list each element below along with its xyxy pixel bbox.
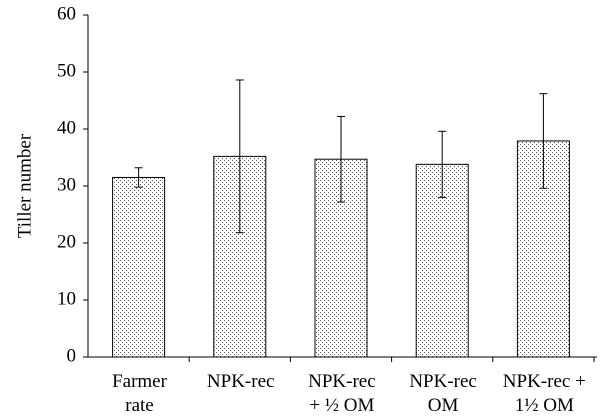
y-tick-label: 0 xyxy=(67,345,77,366)
x-tick-label: NPK-rec xyxy=(206,371,275,392)
y-axis-label: Tiller number xyxy=(14,133,35,238)
error-bar xyxy=(438,130,447,198)
error-bar xyxy=(337,115,345,203)
y-tick-label: 10 xyxy=(57,288,76,309)
x-tick-label: Farmer rate xyxy=(112,371,167,416)
x-tick-label: NPK-rec + 1½ OM xyxy=(502,371,586,416)
error-bar xyxy=(539,93,548,189)
y-tick-label: 60 xyxy=(57,3,76,24)
x-tick-label: NPK-rec + ½ OM xyxy=(308,371,376,416)
error-bar xyxy=(134,167,143,188)
error-bar xyxy=(235,79,244,234)
y-tick-label: 50 xyxy=(57,60,76,81)
x-tick-label: NPK-rec OM xyxy=(409,371,477,416)
bar xyxy=(112,176,166,358)
y-tick-label: 30 xyxy=(57,174,76,195)
y-tick-label: 40 xyxy=(57,117,76,138)
y-tick-label: 20 xyxy=(57,231,76,252)
